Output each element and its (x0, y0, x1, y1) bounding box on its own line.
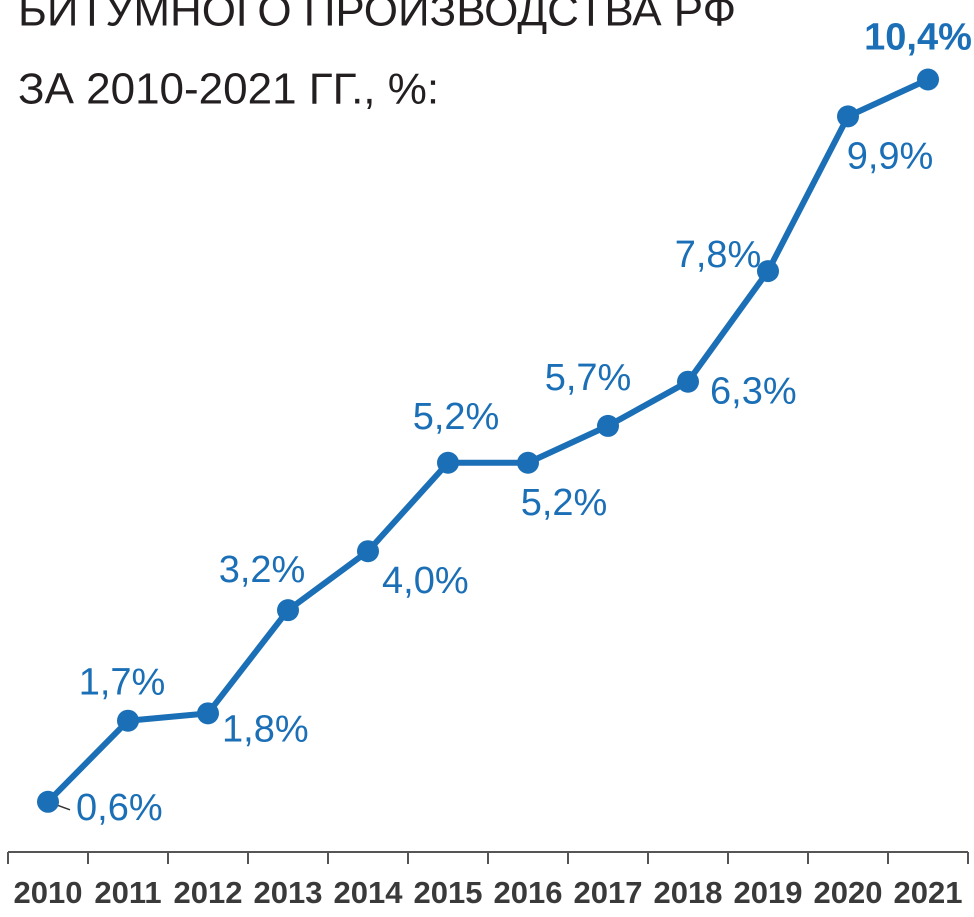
x-tick-label: 2021 (894, 875, 963, 910)
x-tick-label: 2014 (334, 875, 404, 910)
x-tick-label: 2017 (574, 875, 643, 910)
value-label: 1,7% (79, 662, 166, 704)
point (277, 599, 299, 622)
x-tick-label: 2018 (654, 875, 723, 910)
x-tick-label: 2012 (174, 875, 243, 910)
point (597, 414, 619, 437)
value-label: 6,3% (710, 371, 797, 413)
point (917, 68, 939, 91)
point (837, 105, 859, 128)
value-label: 9,9% (847, 135, 934, 177)
point (117, 709, 139, 732)
chart-title: БИТУМНОГО ПРОИЗВОДСТВА РФ (18, 0, 736, 36)
point (677, 370, 699, 393)
value-label: 0,6% (76, 787, 163, 829)
value-label: 5,2% (413, 396, 500, 438)
x-tick-label: 2020 (814, 875, 883, 910)
x-tick-label: 2016 (494, 875, 563, 910)
x-tick-label: 2019 (734, 875, 803, 910)
point (357, 540, 379, 563)
chart-title: ЗА 2010-2021 ГГ., %: (18, 65, 439, 114)
point (757, 260, 779, 283)
value-label: 10,4% (864, 17, 972, 59)
value-label: 7,8% (675, 234, 762, 276)
point (437, 451, 459, 474)
x-tick-label: 2015 (414, 875, 483, 910)
point (197, 702, 219, 725)
x-tick-label: 2011 (94, 875, 161, 910)
value-label: 4,0% (382, 560, 469, 602)
value-label: 1,8% (222, 708, 309, 750)
x-tick-label: 2013 (254, 875, 323, 910)
line (45, 76, 930, 804)
value-label: 5,7% (545, 357, 632, 399)
value-label: 3,2% (219, 549, 306, 591)
x-tick-label: 2010 (14, 875, 83, 910)
value-label: 5,2% (521, 482, 608, 524)
point (517, 451, 539, 474)
point (37, 790, 59, 813)
